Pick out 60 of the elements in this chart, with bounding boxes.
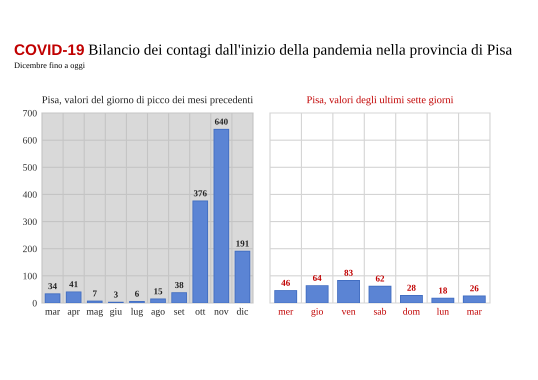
x-tick-label: dic [236, 308, 248, 315]
data-label: 38 [174, 282, 184, 288]
data-label: 376 [194, 190, 207, 196]
x-tick-label: ven [342, 310, 356, 315]
x-tick-label: giu [110, 308, 122, 317]
y-tick-label: 600 [22, 137, 37, 144]
x-tick-label: ott [195, 309, 206, 315]
data-label: 34 [48, 283, 57, 290]
y-tick-label: 500 [23, 164, 37, 171]
chart-subtitle: Dicembre fino a oggi [14, 62, 85, 70]
data-label: 64 [312, 274, 322, 282]
data-label: 15 [154, 288, 162, 294]
x-tick-label: apr [68, 310, 80, 317]
bar [171, 292, 187, 303]
data-label: 62 [376, 275, 384, 282]
bar [274, 290, 298, 303]
x-tick-label: mer [278, 310, 294, 315]
x-tick-label: nov [214, 310, 229, 315]
bar [306, 285, 329, 303]
data-label: 83 [344, 270, 353, 276]
data-label: 7 [93, 290, 97, 296]
y-tick-label: 400 [22, 191, 37, 198]
x-tick-label: sab [374, 308, 386, 315]
bar [66, 291, 82, 303]
data-label: 640 [214, 118, 228, 125]
x-tick-label: dom [403, 308, 420, 315]
bar [337, 280, 360, 303]
x-tick-label: mar [466, 310, 482, 315]
data-label: 41 [69, 281, 78, 288]
y-tick-label: 300 [23, 218, 37, 226]
bar [462, 296, 486, 303]
data-label: 28 [407, 284, 416, 291]
text: Pisa, valori del giorno di picco dei mesi precedenti [42, 96, 254, 106]
data-label: 191 [236, 240, 249, 247]
x-tick-label: mar [45, 310, 60, 315]
data-label: 46 [281, 280, 290, 286]
x-tick-label: gio [311, 308, 323, 317]
bar [44, 293, 60, 303]
bar [368, 286, 392, 303]
bar [400, 294, 423, 303]
y-tick-label: 200 [22, 246, 37, 252]
data-label: 3 [114, 292, 118, 298]
data-label: 6 [135, 290, 139, 297]
x-tick-label: lun [436, 308, 449, 315]
y-tick-label: 100 [23, 272, 37, 280]
x-tick-label: ago [151, 310, 165, 317]
chart-title: COVID-19 Bilancio dei contagi dall'inizio della pandemia nella provincia di Pisa [14, 44, 512, 58]
x-tick-label: mag [86, 310, 103, 317]
text: Pisa, valori degli ultimi sette giorni [306, 96, 454, 106]
y-tick-label: 0 [32, 300, 37, 306]
x-tick-label: set [174, 309, 184, 315]
bar [150, 298, 166, 303]
bar [234, 250, 250, 303]
data-label: 18 [439, 287, 448, 294]
x-tick-label: lug [130, 308, 143, 317]
bar [431, 298, 454, 303]
y-tick-label: 700 [23, 110, 37, 116]
bar [214, 128, 230, 303]
data-label: 26 [470, 285, 479, 292]
bar [192, 200, 208, 303]
